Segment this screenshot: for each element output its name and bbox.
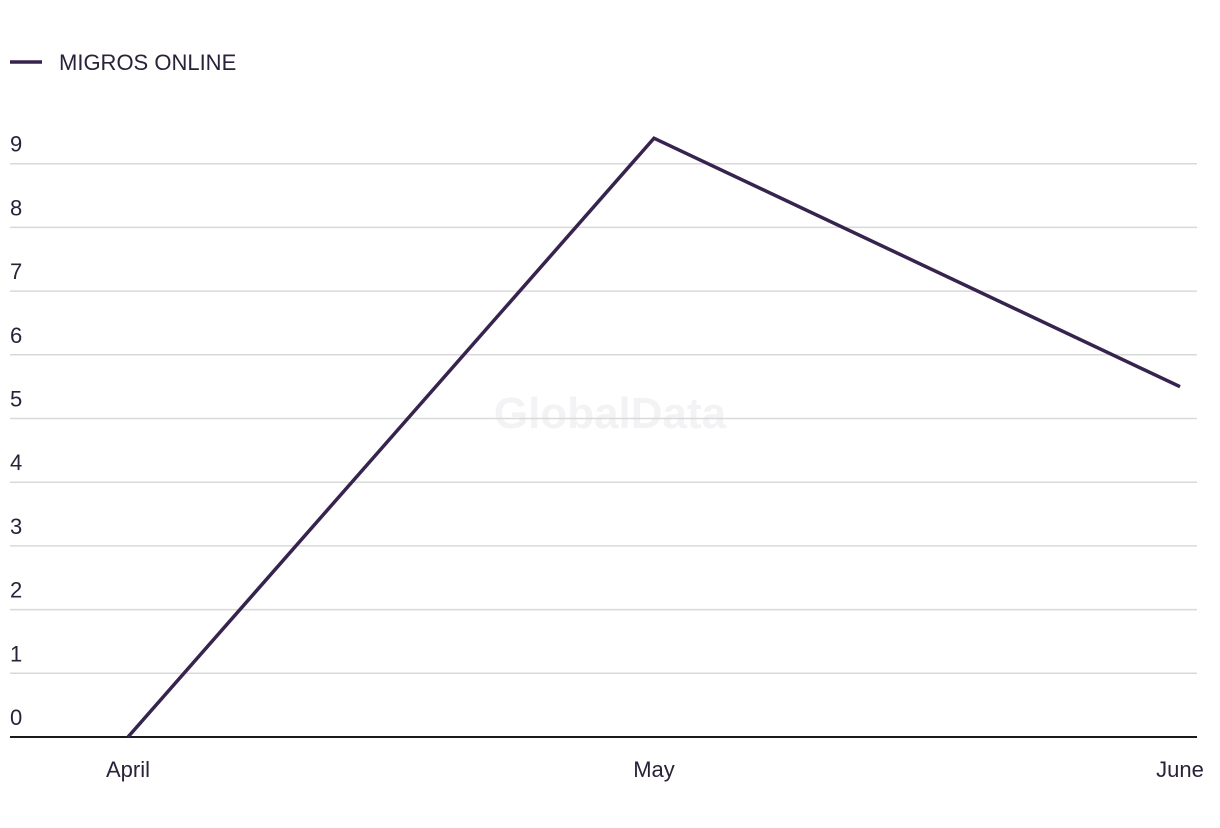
y-tick-label: 6 — [10, 323, 22, 348]
y-tick-label: 1 — [10, 641, 22, 666]
y-tick-label: 0 — [10, 705, 22, 730]
x-tick-label: April — [106, 757, 150, 782]
x-tick-label: June — [1156, 757, 1204, 782]
y-tick-label: 3 — [10, 514, 22, 539]
legend-label: MIGROS ONLINE — [59, 50, 236, 75]
y-tick-label: 9 — [10, 132, 22, 157]
x-tick-label: May — [633, 757, 675, 782]
y-tick-label: 7 — [10, 259, 22, 284]
watermark: GlobalData — [494, 389, 727, 438]
y-tick-label: 4 — [10, 450, 22, 475]
y-tick-label: 5 — [10, 387, 22, 412]
y-tick-label: 8 — [10, 195, 22, 220]
y-tick-label: 2 — [10, 578, 22, 603]
data-line — [126, 136, 1181, 739]
